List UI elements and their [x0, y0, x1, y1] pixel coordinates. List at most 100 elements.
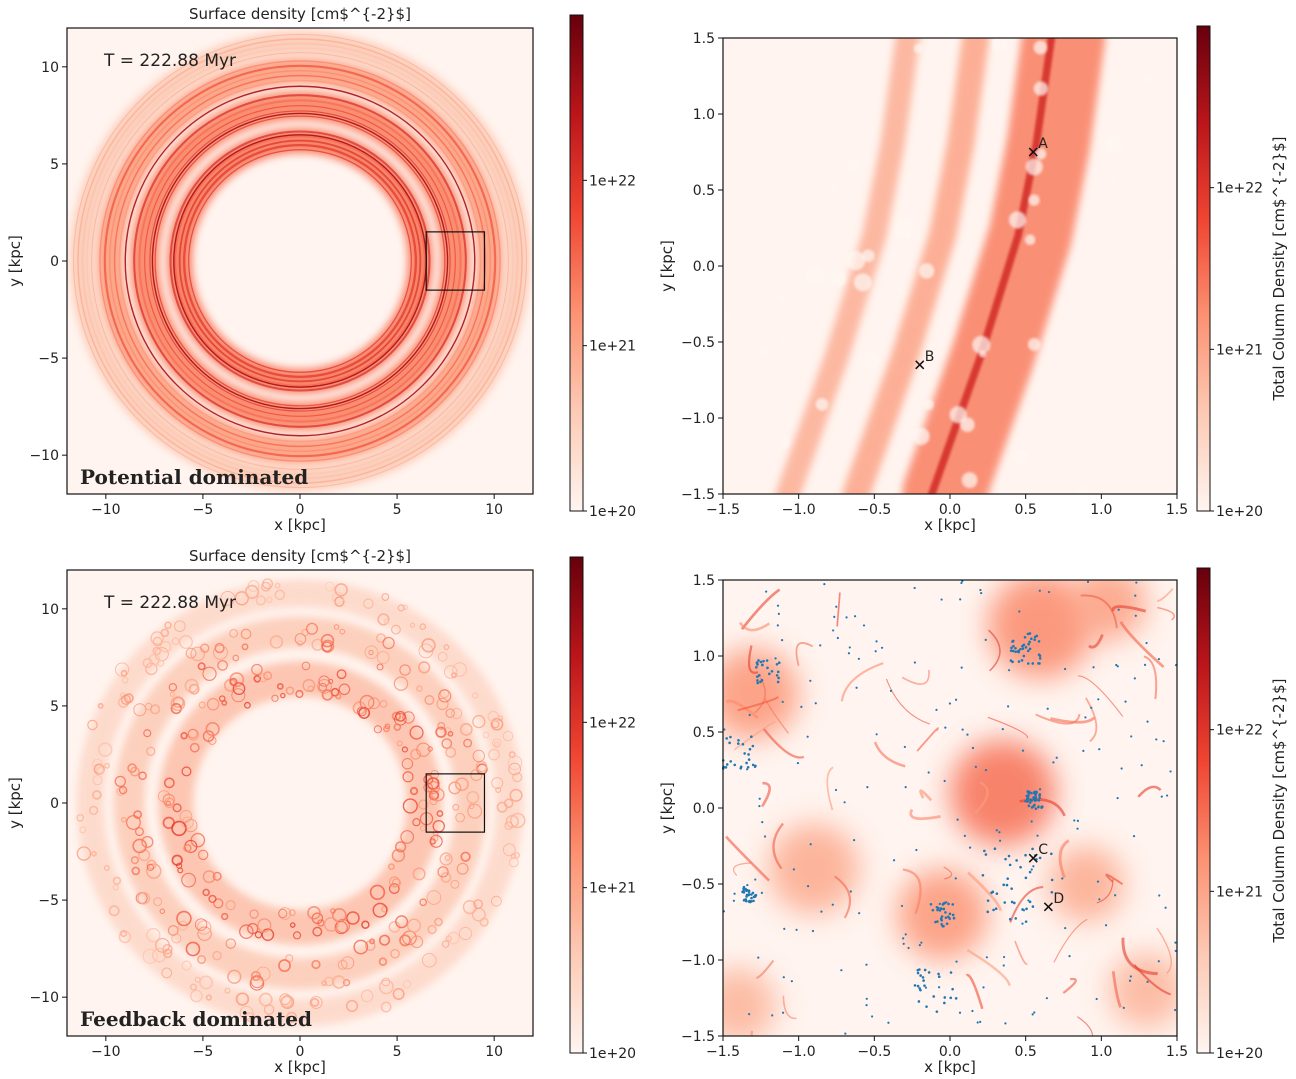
ring-filament: [138, 99, 462, 423]
star-particle: [954, 997, 958, 1000]
bubble-shell: [224, 987, 231, 994]
bubble-shell: [213, 644, 228, 660]
bubble-shell: [409, 622, 416, 628]
dense-clump: [987, 580, 1094, 679]
bubble-shell: [96, 766, 105, 775]
star-particle: [1024, 920, 1028, 923]
y-axis: −1.5 −1.0 −0.5 0.0 0.5 1.0 1.5: [681, 573, 723, 1045]
star-particle: [847, 652, 851, 655]
bubble-shell: [285, 686, 295, 695]
bubble-shell: [152, 948, 167, 963]
ring-band: [76, 579, 524, 1027]
colorbar: 1e+20 1e+21 1e+22: [569, 556, 636, 1062]
star-particle: [1033, 803, 1036, 807]
bubble-shell: [232, 682, 246, 695]
gas-filament: [1085, 697, 1098, 743]
plot-area: [723, 580, 1177, 1036]
void-bubble: [1034, 148, 1047, 160]
bubble-shell: [495, 787, 502, 793]
star-particle: [1082, 749, 1085, 752]
star-particle: [748, 747, 752, 751]
marker-cross: [1028, 147, 1038, 157]
bubble-shell: [399, 664, 411, 676]
star-particle: [1022, 909, 1026, 912]
star-particle: [1116, 796, 1119, 800]
bubble-shell: [387, 863, 395, 871]
star-particle: [992, 908, 995, 912]
bubble-shell: [496, 801, 508, 813]
bubble-shell: [289, 922, 296, 928]
star-particle: [1025, 907, 1028, 911]
y-tick-label: 0: [50, 796, 59, 812]
bubble-shell: [359, 694, 375, 710]
bubble-shell: [339, 628, 346, 635]
y-tick-label: −1.0: [681, 953, 715, 969]
star-particle: [758, 804, 761, 808]
y-tick-label: −10: [29, 448, 59, 464]
star-particle: [979, 588, 982, 592]
star-particle: [1021, 922, 1024, 925]
star-particle: [1097, 698, 1100, 701]
y-tick-label: 0.5: [693, 183, 715, 199]
star-particle: [796, 761, 800, 765]
star-particle: [1007, 854, 1011, 858]
gas-filament: [1035, 713, 1081, 725]
bubble-shell: [212, 950, 222, 961]
star-particle: [756, 681, 760, 685]
star-particle: [1030, 820, 1033, 823]
star-particle: [782, 976, 785, 979]
star-particle: [865, 1004, 868, 1007]
bubble-shell: [161, 967, 173, 979]
star-particle: [1030, 799, 1033, 802]
star-particle: [1019, 647, 1022, 651]
star-particle: [1157, 657, 1161, 661]
bubble-shell: [115, 662, 130, 677]
gas-filament: [1156, 927, 1173, 974]
star-particle: [747, 753, 750, 756]
star-particle: [948, 912, 952, 916]
star-particle: [1002, 964, 1005, 967]
star-particle: [836, 636, 839, 640]
star-particle: [1084, 716, 1087, 719]
star-particle: [1169, 770, 1172, 773]
gas-filament: [1009, 885, 1044, 923]
x-axis: −10 −5 0 5 10: [91, 1036, 503, 1060]
bubble-shell: [309, 996, 323, 1009]
void-bubble: [1025, 158, 1043, 176]
bubble-shell: [213, 898, 224, 909]
star-particle: [984, 853, 988, 856]
star-particle: [1130, 735, 1133, 738]
y-tick-label: −1.5: [681, 1029, 715, 1045]
bubble-shell: [502, 730, 514, 742]
bubble-shell: [263, 1004, 275, 1015]
star-particle: [1116, 665, 1119, 668]
y-tick-label: 1.0: [693, 649, 715, 665]
star-particle: [765, 659, 769, 662]
ring-filament: [133, 94, 467, 428]
star-particle: [941, 924, 945, 928]
x-tick-label: 1.5: [1166, 502, 1188, 518]
star-particle: [940, 598, 943, 601]
star-particle: [1012, 644, 1015, 648]
bubble-shell: [317, 679, 332, 694]
x-tick-label: 5: [393, 1044, 402, 1060]
bubble-shell: [472, 714, 486, 729]
star-particle: [1027, 804, 1031, 808]
bubble-shell: [443, 644, 450, 651]
star-particle: [1001, 728, 1004, 731]
x-tick-label: 0.0: [939, 502, 961, 518]
marker-label: D: [1053, 891, 1064, 907]
bubble-shell: [172, 803, 182, 813]
star-particle: [806, 735, 809, 738]
colorbar-label: Total Column Density [cm$^{-2}$]: [1270, 136, 1288, 401]
bubble-shell: [197, 849, 209, 861]
star-particle: [760, 678, 764, 682]
bubble-shell: [171, 854, 183, 866]
bubble-shell: [170, 702, 182, 715]
bubble-shell: [440, 872, 452, 883]
dense-clump: [1071, 580, 1147, 641]
star-particle: [998, 831, 1001, 834]
star-particle: [858, 912, 861, 915]
void-bubble: [1105, 136, 1123, 154]
